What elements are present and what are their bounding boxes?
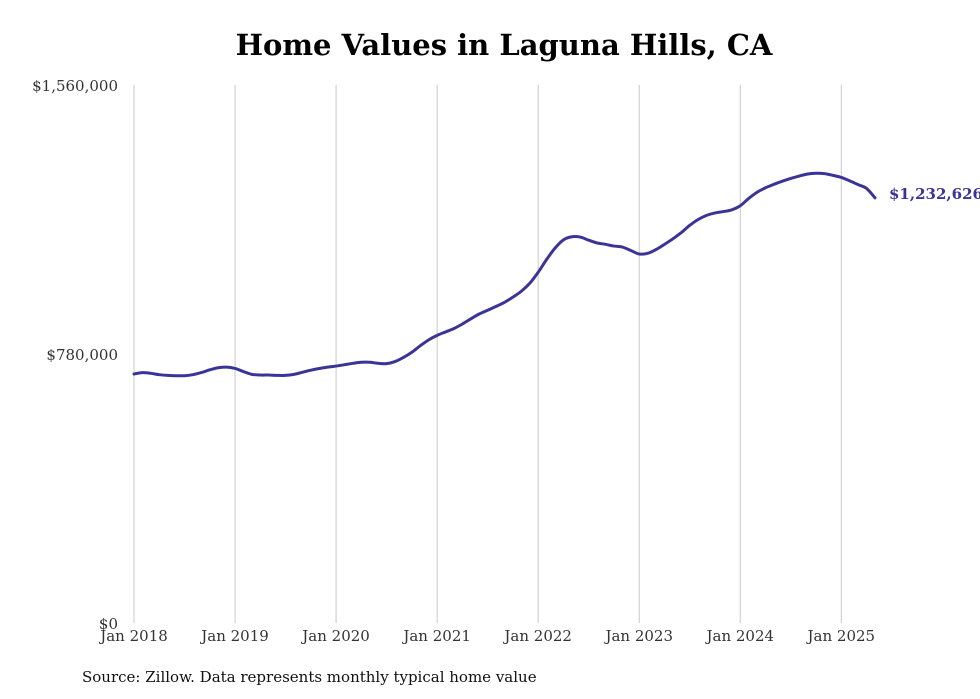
y-axis-tick-labels: $0 $780,000 $1,560,000: [32, 77, 118, 633]
x-tick-label: Jan 2019: [199, 627, 269, 645]
series-layer: $1,232,626: [132, 171, 980, 378]
end-value-label: $1,232,626: [889, 185, 980, 203]
x-tick-label: Jan 2020: [300, 627, 370, 645]
chart-title: Home Values in Laguna Hills, CA: [235, 28, 773, 62]
y-tick-label: $780,000: [46, 346, 118, 364]
x-axis-tick-labels: Jan 2018 Jan 2019 Jan 2020 Jan 2021 Jan 2022…: [98, 627, 875, 645]
x-tick-label: Jan 2024: [704, 627, 774, 645]
x-tick-label: Jan 2018: [98, 627, 168, 645]
x-tick-label: Jan 2022: [502, 627, 572, 645]
y-tick-label: $1,560,000: [32, 77, 118, 95]
source-note: Source: Zillow. Data represents monthly …: [82, 668, 537, 686]
series-line: [132, 171, 877, 378]
x-tick-label: Jan 2021: [401, 627, 471, 645]
y-tick-label: $0: [99, 615, 118, 633]
x-tick-label: Jan 2025: [806, 627, 876, 645]
grid-lines: [133, 85, 842, 623]
x-tick-label: Jan 2023: [603, 627, 673, 645]
